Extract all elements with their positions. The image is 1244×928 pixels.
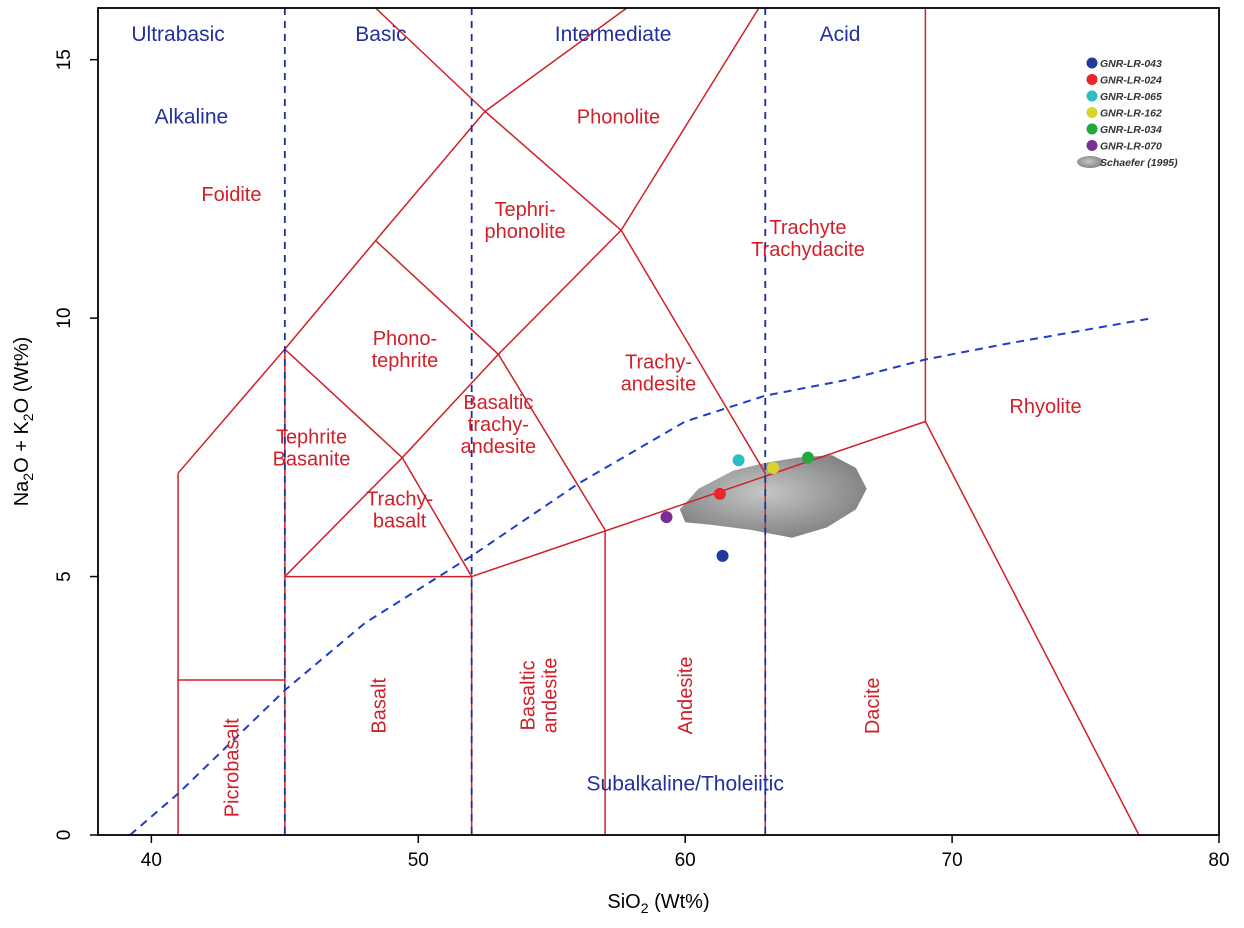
x-axis-label: SiO2 (Wt%) xyxy=(607,891,709,916)
rock-type-label: Trachy-basalt xyxy=(366,488,433,532)
rock-type-label: Phono-tephrite xyxy=(372,328,439,372)
rock-type-label: Basalt xyxy=(368,678,390,734)
classification-label: Subalkaline/Tholeiitic xyxy=(587,772,784,795)
sample-point xyxy=(716,549,729,562)
classification-label: Basic xyxy=(355,23,406,46)
dividers-layer xyxy=(283,8,767,835)
field-boundary-line xyxy=(497,229,622,355)
field-boundary-line xyxy=(471,420,926,578)
y-tick-label: 0 xyxy=(54,830,75,841)
legend-marker xyxy=(1086,57,1098,69)
rock-type-label: Tephrite Basanite xyxy=(273,426,351,470)
sample-point xyxy=(767,462,780,475)
field-boundary-line xyxy=(484,110,622,231)
x-tick-label: 80 xyxy=(1208,850,1229,871)
field-boundary-line xyxy=(375,8,486,112)
rock-type-label: Phonolite xyxy=(577,107,660,129)
sample-point xyxy=(732,454,745,467)
rock-type-label: Tephri-phonolite xyxy=(484,199,565,243)
rock-type-label: Picrobasalt xyxy=(221,718,243,817)
alkaline-subalkaline-divide xyxy=(129,317,1153,835)
rock-type-label: Dacite xyxy=(862,677,884,734)
field-boundary-line xyxy=(284,457,403,578)
field-boundary-line xyxy=(401,457,473,577)
x-tick-label: 70 xyxy=(942,850,963,871)
y-axis: 0 5 10 15 xyxy=(54,49,98,840)
legend-label: GNR-LR-162 xyxy=(1100,108,1162,120)
legend-label: GNR-LR-065 xyxy=(1100,91,1162,103)
legend-label: GNR-LR-024 xyxy=(1100,75,1162,87)
legend-label: GNR-LR-043 xyxy=(1100,58,1162,70)
x-tick-label: 60 xyxy=(675,850,696,871)
points-layer xyxy=(660,451,814,562)
legend: GNR-LR-043 GNR-LR-024 GNR-LR-065 GNR-LR-162… xyxy=(1077,57,1178,169)
field-boundary-line xyxy=(620,8,760,231)
legend-label: GNR-LR-070 xyxy=(1100,141,1162,153)
legend-marker xyxy=(1086,107,1098,118)
field-boundary-line xyxy=(177,348,286,474)
field-boundary-line xyxy=(375,240,499,355)
legend-label: Schaefer (1995) xyxy=(1100,157,1178,169)
legend-marker xyxy=(1086,140,1098,151)
classification-label: Intermediate xyxy=(555,23,672,46)
classification-label: Ultrabasic xyxy=(131,23,224,46)
alkaline-divide-layer xyxy=(129,317,1153,835)
legend-label: GNR-LR-034 xyxy=(1100,124,1162,136)
boundaries-layer xyxy=(177,8,1140,835)
rock-type-label: Basalticandesite xyxy=(517,658,561,734)
rock-type-label: Andesite xyxy=(675,657,697,735)
legend-marker xyxy=(1086,74,1098,85)
field-boundary-line xyxy=(284,348,403,459)
rock-type-label: Trachy-andesite xyxy=(621,351,697,395)
legend-marker xyxy=(1086,123,1098,135)
field-boundary-line xyxy=(620,229,766,474)
rock-type-label: Foidite xyxy=(201,184,261,206)
x-axis: 40 50 60 70 80 xyxy=(141,835,1230,871)
rock-type-label: Rhyolite xyxy=(1009,396,1081,418)
legend-field-swatch xyxy=(1077,156,1103,168)
field-boundary-line xyxy=(484,8,629,112)
x-tick-label: 50 xyxy=(408,850,429,871)
classification-label: Acid xyxy=(820,23,861,46)
series-labels-layer: Ultrabasic Basic Intermediate Acid Alkaline S… xyxy=(131,23,860,795)
y-tick-label: 10 xyxy=(54,308,75,329)
x-tick-label: 40 xyxy=(141,850,162,871)
schaefer-1995-field xyxy=(679,455,867,538)
plot-frame xyxy=(97,7,1220,836)
y-axis-label: Na2O + K2O (Wt%) xyxy=(11,337,36,507)
field-boundary-line xyxy=(924,421,1140,835)
reference-field-layer xyxy=(679,455,867,538)
sample-point xyxy=(660,511,673,524)
y-tick-label: 15 xyxy=(54,49,75,70)
field-boundary-line xyxy=(497,353,606,531)
y-tick-label: 5 xyxy=(54,571,75,582)
legend-marker xyxy=(1086,90,1098,102)
field-boundary-line xyxy=(375,110,486,242)
sample-point xyxy=(713,487,726,500)
rock-type-label: Basaltic trachy-andesite xyxy=(461,392,537,458)
field-boundary-line xyxy=(401,353,499,459)
rock-type-label: Trachyte Trachydacite xyxy=(751,217,865,261)
sample-point xyxy=(801,451,814,464)
classification-label: Alkaline xyxy=(155,106,229,129)
rock-labels-layer: Foidite Phonolite Tephri-phonolite Trachyte… xyxy=(201,107,1081,818)
field-boundary-line xyxy=(284,240,377,350)
